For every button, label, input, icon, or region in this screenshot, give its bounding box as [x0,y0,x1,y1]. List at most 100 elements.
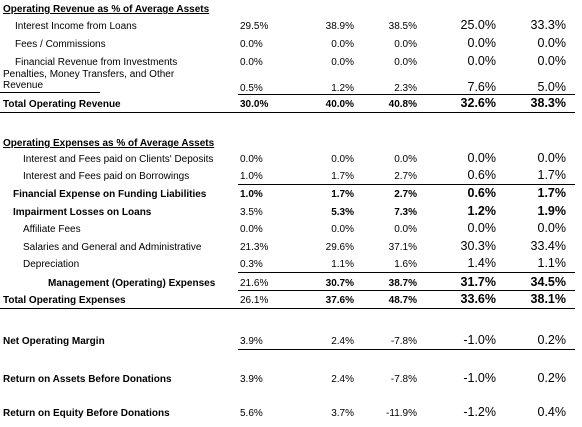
value-cell: 3.5% [240,207,263,218]
row-label: Financial Revenue from Investments [15,57,178,68]
value-cell: 1.2% [331,83,354,94]
value-cell: 0.0% [240,39,263,50]
value-cell: 0.0% [537,54,567,68]
divider [238,272,575,273]
value-cell: 0.0% [467,221,497,235]
value-cell: 0.2% [537,371,567,385]
value-cell: 1.7% [331,189,354,200]
value-cell: 1.0% [240,189,263,200]
value-cell: 0.0% [467,151,497,165]
value-cell: 0.0% [240,154,263,165]
value-cell: 0.0% [467,36,497,50]
value-cell: 38.3% [530,96,566,110]
value-cell: 40.0% [325,99,354,110]
value-cell: 1.1% [537,256,567,270]
value-cell: 1.7% [537,168,567,182]
value-cell: 0.0% [240,224,263,235]
value-cell: 33.4% [530,239,566,253]
row-label: Financial Expense on Funding Liabilities [13,189,207,200]
value-cell: 0.6% [467,168,497,182]
row-label: Return on Equity Before Donations [3,408,170,419]
row-label: Fees / Commissions [15,39,106,50]
row-label: Salaries and General and Administrative [23,242,202,253]
row-label: Impairment Losses on Loans [13,207,152,218]
row-label: Total Operating Revenue [3,99,121,110]
value-cell: 1.1% [331,259,354,270]
row-label: Interest and Fees paid on Clients' Depos… [23,154,214,165]
value-cell: 0.0% [537,36,567,50]
divider [238,184,575,185]
divider [0,308,575,309]
value-cell: 0.0% [394,154,417,165]
row-label: Affiliate Fees [23,224,81,235]
value-cell: 0.2% [537,333,567,347]
value-cell: 0.4% [537,405,567,419]
value-cell: 1.2% [467,204,497,218]
value-cell: 2.4% [331,336,354,347]
row-label: Net Operating Margin [3,336,105,347]
divider [0,92,100,93]
value-cell: -1.2% [463,405,496,419]
value-cell: 1.6% [394,259,417,270]
value-cell: 34.5% [530,275,566,289]
value-cell: 1.9% [537,204,567,218]
value-cell: 0.6% [467,186,497,200]
value-cell: 0.0% [331,154,354,165]
value-cell: 21.6% [240,278,269,289]
value-cell: 0.0% [394,39,417,50]
value-cell: 7.6% [467,80,497,94]
row-label: Return on Assets Before Donations [3,374,172,385]
row-label: Penalties, Money Transfers, and Other [3,69,175,80]
value-cell: 2.4% [331,374,354,385]
value-cell: 38.7% [388,278,417,289]
value-cell: 0.5% [240,83,263,94]
value-cell: 1.4% [467,256,497,270]
value-cell: 3.9% [240,336,263,347]
row-label: Interest Income from Loans [15,21,137,32]
value-cell: 1.7% [331,171,354,182]
value-cell: 0.0% [394,224,417,235]
divider [238,349,575,350]
value-cell: 2.3% [394,83,417,94]
value-cell: 21.3% [240,242,269,253]
row-label: Revenue [3,80,44,91]
row-label: Management (Operating) Expenses [48,278,216,289]
value-cell: 38.9% [325,21,354,32]
row-label: Interest and Fees paid on Borrowings [23,171,190,182]
row-label: Depreciation [23,259,80,270]
value-cell: 29.5% [240,21,269,32]
value-cell: 0.0% [537,221,567,235]
value-cell: 38.5% [388,21,417,32]
value-cell: 33.3% [530,18,566,32]
value-cell: 48.7% [388,295,417,306]
value-cell: 33.6% [460,292,496,306]
value-cell: -11.9% [386,408,417,419]
value-cell: 5.0% [537,80,567,94]
value-cell: 2.7% [394,171,417,182]
value-cell: 0.0% [331,224,354,235]
value-cell: 37.1% [388,242,417,253]
value-cell: 30.7% [325,278,354,289]
value-cell: 1.0% [240,171,263,182]
value-cell: 0.0% [537,151,567,165]
value-cell: 0.0% [394,57,417,68]
value-cell: 0.0% [331,57,354,68]
divider [0,112,575,113]
value-cell: 5.6% [240,408,263,419]
value-cell: 0.0% [240,57,263,68]
value-cell: 37.6% [325,295,354,306]
section-header-operating-revenue: Operating Revenue as % of Average Assets [3,4,210,15]
value-cell: 26.1% [240,295,269,306]
value-cell: -7.8% [390,374,417,385]
divider [238,290,575,291]
value-cell: 2.7% [394,189,417,200]
value-cell: -1.0% [463,371,496,385]
value-cell: 0.0% [467,54,497,68]
value-cell: 25.0% [460,18,496,32]
value-cell: 32.6% [460,96,496,110]
value-cell: 40.8% [388,99,417,110]
value-cell: 30.3% [460,239,496,253]
divider [238,94,575,95]
value-cell: 31.7% [460,275,496,289]
value-cell: 7.3% [394,207,417,218]
